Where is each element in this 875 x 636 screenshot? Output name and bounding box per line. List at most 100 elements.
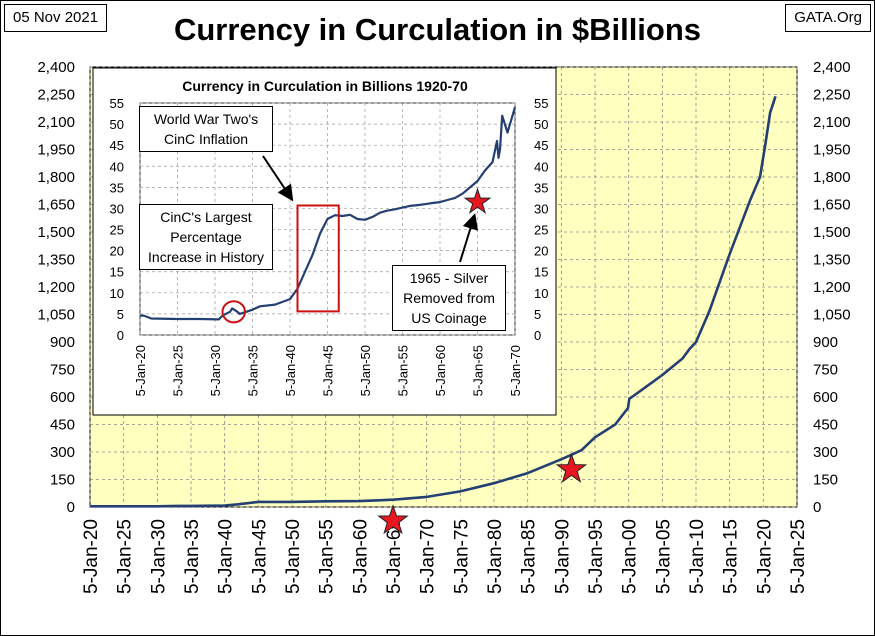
inset-y-tick-right: 40 <box>534 159 548 174</box>
main-y-tick-left: 1,350 <box>37 252 75 269</box>
inset-y-tick-left: 20 <box>110 244 124 259</box>
inset-y-tick-left: 0 <box>117 328 124 343</box>
inset-y-tick-right: 0 <box>534 328 541 343</box>
main-x-tick: 5-Jan-60 <box>350 519 371 594</box>
main-y-tick-left: 1,800 <box>37 169 75 186</box>
inset-y-tick-left: 30 <box>110 201 124 216</box>
inset-y-tick-left: 10 <box>110 286 124 301</box>
inset-x-tick: 5-Jan-55 <box>396 345 411 396</box>
main-x-tick: 5-Jan-45 <box>249 519 270 594</box>
main-x-tick: 5-Jan-00 <box>620 519 641 594</box>
main-y-tick-right: 2,400 <box>813 59 851 76</box>
main-y-tick-left: 450 <box>50 417 75 434</box>
main-x-tick: 5-Jan-55 <box>317 519 338 594</box>
main-y-tick-left: 900 <box>50 334 75 351</box>
main-x-tick: 5-Jan-50 <box>283 519 304 594</box>
annotation-largest-increase: CinC's Largest Percentage Increase in Hi… <box>139 204 273 270</box>
main-y-tick-right: 1,650 <box>813 197 851 214</box>
main-x-tick: 5-Jan-80 <box>485 519 506 594</box>
main-x-tick: 5-Jan-65 <box>384 519 405 594</box>
main-y-tick-right: 2,100 <box>813 114 851 131</box>
main-star-marker <box>555 452 588 483</box>
inset-y-tick-right: 55 <box>534 96 548 111</box>
arrow-silver <box>459 213 479 263</box>
inset-x-tick: 5-Jan-30 <box>208 345 223 396</box>
main-y-tick-left: 1,200 <box>37 279 75 296</box>
main-y-tick-left: 600 <box>50 389 75 406</box>
main-y-tick-left: 1,050 <box>37 307 75 324</box>
inset-x-tick: 5-Jan-65 <box>471 345 486 396</box>
inset-y-tick-right: 15 <box>534 265 548 280</box>
inset-x-tick: 5-Jan-45 <box>321 345 336 396</box>
inset-x-tick: 5-Jan-50 <box>358 345 373 396</box>
inset-y-tick-right: 10 <box>534 286 548 301</box>
main-y-tick-right: 600 <box>813 389 838 406</box>
main-y-tick-left: 0 <box>67 499 75 516</box>
source-label: GATA.Org <box>785 4 871 32</box>
inset-y-tick-right: 30 <box>534 201 548 216</box>
inset-x-tick: 5-Jan-20 <box>133 345 148 396</box>
main-y-tick-right: 1,500 <box>813 224 851 241</box>
main-y-tick-right: 1,200 <box>813 279 851 296</box>
main-y-tick-left: 1,650 <box>37 197 75 214</box>
main-y-tick-left: 2,250 <box>37 87 75 104</box>
inset-y-tick-right: 50 <box>534 117 548 132</box>
main-x-tick: 5-Jan-15 <box>721 519 742 594</box>
inset-x-tick: 5-Jan-70 <box>508 345 523 396</box>
main-y-tick-right: 1,350 <box>813 252 851 269</box>
main-x-tick: 5-Jan-40 <box>216 519 237 594</box>
annotation-ww2: World War Two's CinC Inflation <box>139 106 273 152</box>
main-x-tick: 5-Jan-95 <box>586 519 607 594</box>
inset-y-tick-left: 35 <box>110 180 124 195</box>
main-x-tick: 5-Jan-25 <box>788 519 809 594</box>
inset-y-tick-left: 40 <box>110 159 124 174</box>
main-x-tick: 5-Jan-10 <box>687 519 708 594</box>
main-y-tick-left: 150 <box>50 472 75 489</box>
main-y-tick-right: 750 <box>813 362 838 379</box>
main-x-tick: 5-Jan-90 <box>552 519 573 594</box>
main-y-tick-left: 1,500 <box>37 224 75 241</box>
inset-highlight-circle <box>221 300 246 324</box>
inset-y-tick-right: 25 <box>534 223 548 238</box>
inset-y-tick-left: 50 <box>110 117 124 132</box>
inset-y-tick-left: 15 <box>110 265 124 280</box>
main-star-marker <box>377 504 409 535</box>
main-y-tick-right: 1,800 <box>813 169 851 186</box>
main-y-tick-left: 2,400 <box>37 59 75 76</box>
arrow-ww2 <box>262 155 294 202</box>
inset-x-tick: 5-Jan-25 <box>171 345 186 396</box>
inset-y-tick-right: 45 <box>534 138 548 153</box>
inset-x-tick: 5-Jan-60 <box>433 345 448 396</box>
main-chart-title: Currency in Curculation in $Billions <box>173 12 702 47</box>
main-y-tick-right: 150 <box>813 472 838 489</box>
inset-y-tick-left: 25 <box>110 223 124 238</box>
inset-chart-title: Currency in Curculation in Billions 1920… <box>182 78 468 94</box>
inset-y-tick-left: 45 <box>110 138 124 153</box>
inset-x-tick: 5-Jan-35 <box>246 345 261 396</box>
inset-x-tick: 5-Jan-40 <box>283 345 298 396</box>
annotation-silver-removed: 1965 - Silver Removed from US Coinage <box>392 265 506 331</box>
main-y-tick-right: 300 <box>813 444 838 461</box>
main-x-tick: 5-Jan-75 <box>451 519 472 594</box>
inset-y-tick-right: 20 <box>534 244 548 259</box>
main-x-tick: 5-Jan-35 <box>182 519 203 594</box>
main-y-tick-right: 900 <box>813 334 838 351</box>
inset-y-tick-right: 35 <box>534 180 548 195</box>
main-y-tick-left: 750 <box>50 362 75 379</box>
date-label: 05 Nov 2021 <box>4 4 108 32</box>
inset-highlight-box <box>296 204 340 313</box>
main-y-tick-left: 2,100 <box>37 114 75 131</box>
main-x-tick: 5-Jan-70 <box>418 519 439 594</box>
main-y-tick-left: 1,950 <box>37 142 75 159</box>
main-x-tick: 5-Jan-30 <box>148 519 169 594</box>
main-y-tick-left: 300 <box>50 444 75 461</box>
main-y-tick-right: 1,050 <box>813 307 851 324</box>
main-y-tick-right: 2,250 <box>813 87 851 104</box>
inset-y-tick-right: 5 <box>534 307 541 322</box>
inset-series-line <box>140 106 517 321</box>
main-y-tick-right: 0 <box>813 499 821 516</box>
main-x-tick: 5-Jan-20 <box>81 519 102 594</box>
inset-y-tick-left: 5 <box>117 307 124 322</box>
inset-y-tick-left: 55 <box>110 96 124 111</box>
main-x-tick: 5-Jan-85 <box>519 519 540 594</box>
